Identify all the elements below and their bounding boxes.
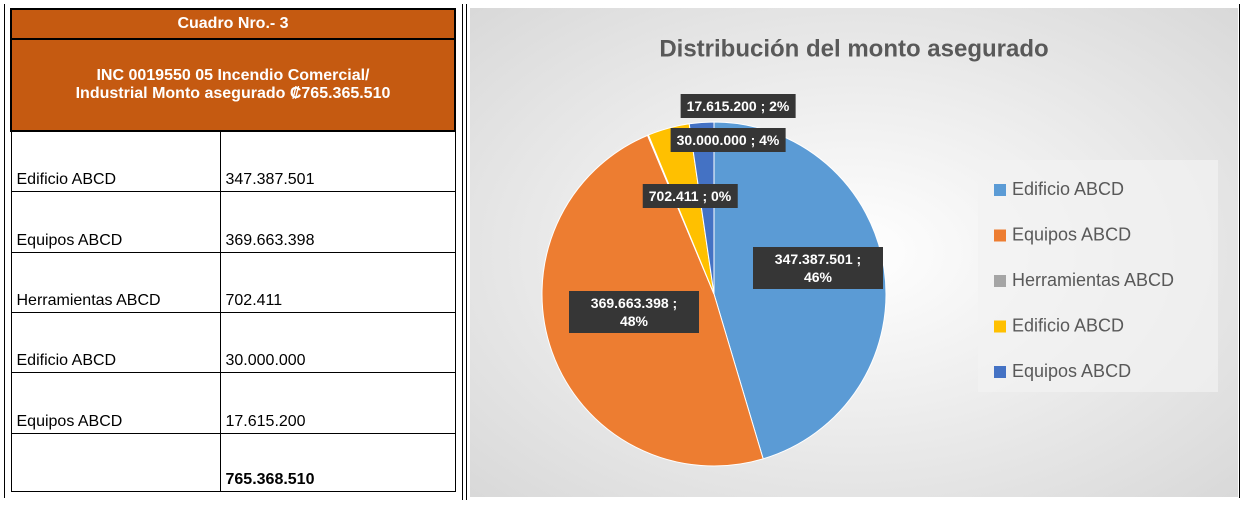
table-row: 765.368.510 <box>10 433 456 492</box>
table-cell: Equipos ABCD <box>10 372 221 434</box>
table-cell <box>10 433 221 492</box>
legend-swatch <box>994 229 1006 242</box>
pie-slice <box>688 121 715 295</box>
legend-swatch <box>994 320 1006 333</box>
frame <box>4 4 1240 498</box>
data-label: 17.615.200 ; 2% <box>680 94 796 118</box>
table-cell: Equipos ABCD <box>10 191 221 253</box>
chart-title: Distribución del monto asegurado <box>659 35 1048 62</box>
table-cell: 369.663.398 <box>219 191 456 253</box>
legend-swatch <box>994 184 1006 196</box>
divider <box>466 4 467 500</box>
table-cell: Edificio ABCD <box>10 130 221 192</box>
data-label: 30.000.000 ; 4% <box>670 128 786 152</box>
table-row: Herramientas ABCD 702.411 <box>10 252 456 313</box>
table-title: Cuadro Nro.- 3 <box>10 8 456 40</box>
data-label: 369.663.398 ; 48% <box>569 291 699 333</box>
table-row: Edificio ABCD 30.000.000 <box>10 312 456 373</box>
legend-background <box>978 160 1218 392</box>
table-cell: Herramientas ABCD <box>10 252 221 313</box>
table: Cuadro Nro.- 3 INC 0019550 05 Incendio C… <box>10 8 456 492</box>
table-cell: 347.387.501 <box>219 130 456 192</box>
legend-label: Equipos ABCD <box>1012 224 1131 244</box>
legend-label: Edificio ABCD <box>1012 315 1124 335</box>
table-body: Edificio ABCD 347.387.501 Equipos ABCD 369.… <box>10 130 456 492</box>
legend-label: Equipos ABCD <box>1012 361 1131 381</box>
table-row: Edificio ABCD 347.387.501 <box>10 130 456 192</box>
table-total: 765.368.510 <box>219 433 456 492</box>
table-cell: 702.411 <box>219 252 456 313</box>
table-row: Equipos ABCD 17.615.200 <box>10 372 456 434</box>
data-label: 702.411 ; 0% <box>642 184 738 208</box>
data-label: 347.387.501 ; 46% <box>753 247 883 289</box>
table-cell: Edificio ABCD <box>10 312 221 373</box>
table-subtitle: INC 0019550 05 Incendio Comercial/ Indus… <box>10 38 456 132</box>
legend-label: Edificio ABCD <box>1012 179 1124 199</box>
divider <box>462 4 463 500</box>
legend-swatch <box>994 366 1006 378</box>
table-cell: 30.000.000 <box>219 312 456 373</box>
legend-label: Herramientas ABCD <box>1012 270 1174 290</box>
table-cell: 17.615.200 <box>219 372 456 434</box>
table-row: Equipos ABCD 369.663.398 <box>10 191 456 253</box>
legend-swatch <box>994 275 1006 287</box>
